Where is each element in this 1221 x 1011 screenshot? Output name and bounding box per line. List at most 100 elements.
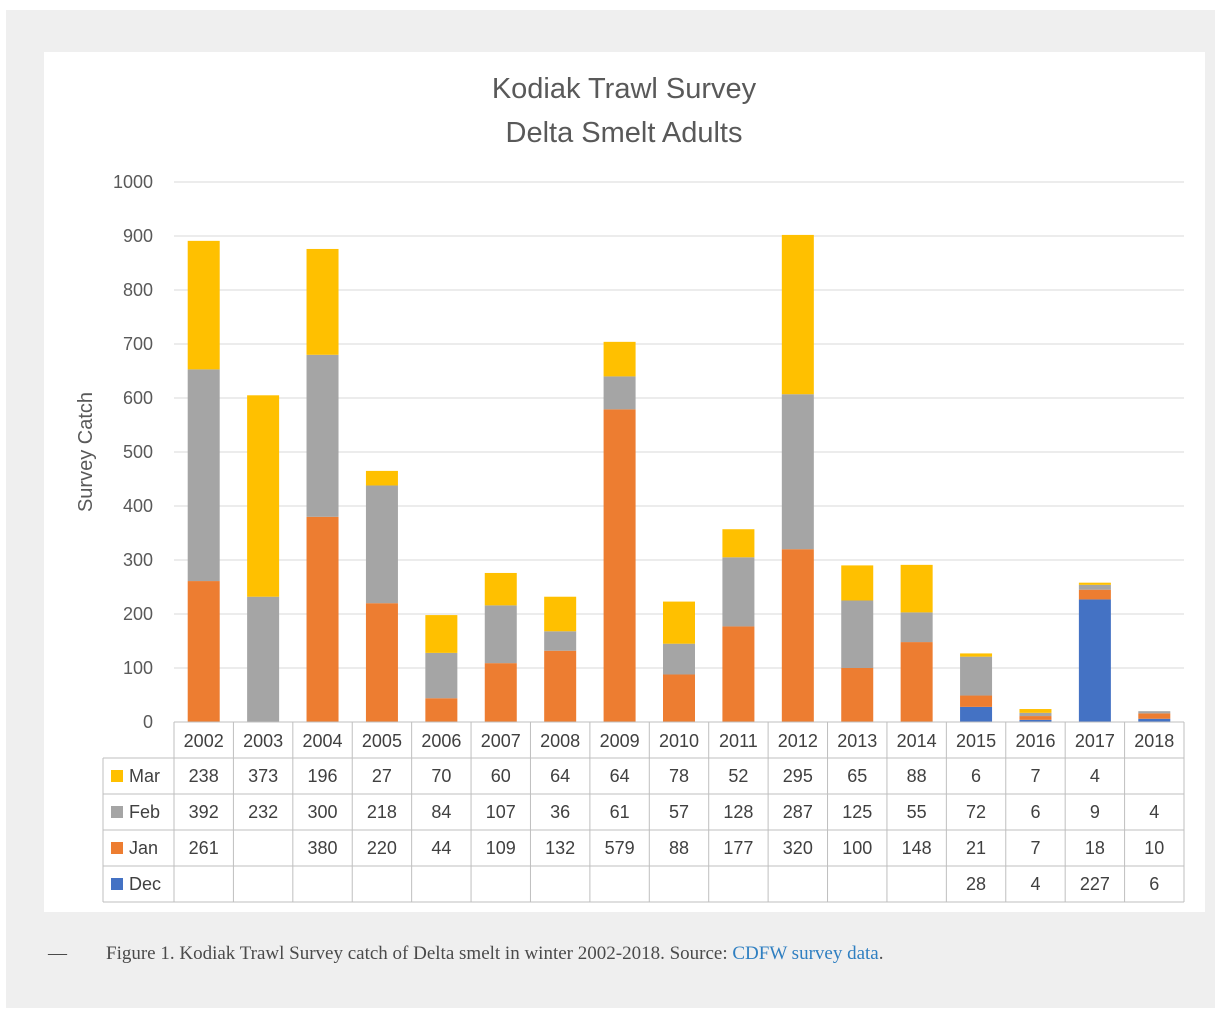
- bar-jan-2014: [900, 642, 933, 722]
- data-label-feb-2008: 36: [550, 802, 570, 822]
- data-label-jan-2018: 10: [1144, 838, 1164, 858]
- data-label-jan-2013: 100: [842, 838, 872, 858]
- bar-jan-2008: [544, 650, 577, 722]
- bar-mar-2012: [781, 234, 814, 395]
- bar-feb-2009: [603, 376, 636, 410]
- bar-mar-2008: [544, 596, 577, 632]
- data-label-jan-2005: 220: [367, 838, 397, 858]
- bar-jan-2015: [960, 695, 993, 707]
- data-label-feb-2015: 72: [966, 802, 986, 822]
- y-tick-label-500: 500: [123, 442, 153, 462]
- bar-jan-2002: [187, 581, 220, 722]
- bar-jan-2011: [722, 626, 755, 722]
- data-label-mar-2012: 295: [783, 766, 813, 786]
- bar-mar-2011: [722, 529, 755, 558]
- bar-dec-2016: [1019, 719, 1052, 722]
- legend-key-mar: [111, 770, 123, 782]
- data-label-jan-2015: 21: [966, 838, 986, 858]
- data-label-feb-2013: 125: [842, 802, 872, 822]
- stacked-bar-chart: Kodiak Trawl Survey Delta Smelt Adults Sur…: [75, 73, 1185, 903]
- bar-mar-2009: [603, 341, 636, 377]
- data-label-feb-2005: 218: [367, 802, 397, 822]
- data-label-feb-2016: 6: [1030, 802, 1040, 822]
- y-tick-label-400: 400: [123, 496, 153, 516]
- y-tick-label-200: 200: [123, 604, 153, 624]
- caption-text: Figure 1. Kodiak Trawl Survey catch of D…: [106, 943, 733, 964]
- bar-jan-2013: [841, 668, 874, 722]
- x-tick-label-2014: 2014: [897, 731, 937, 751]
- bar-mar-2015: [960, 653, 993, 657]
- bar-mar-2002: [187, 240, 220, 370]
- data-label-jan-2007: 109: [486, 838, 516, 858]
- caption-source-link[interactable]: CDFW survey data: [732, 943, 879, 964]
- data-label-feb-2014: 55: [907, 802, 927, 822]
- data-label-mar-2011: 52: [728, 766, 748, 786]
- data-label-feb-2010: 57: [669, 802, 689, 822]
- x-tick-label-2012: 2012: [778, 731, 818, 751]
- data-label-mar-2005: 27: [372, 766, 392, 786]
- data-label-mar-2017: 4: [1090, 766, 1100, 786]
- data-label-jan-2008: 132: [545, 838, 575, 858]
- bar-feb-2010: [663, 643, 695, 675]
- y-tick-label-800: 800: [123, 280, 153, 300]
- x-tick-label-2004: 2004: [303, 731, 343, 751]
- y-axis-label: Survey Catch: [75, 392, 97, 512]
- x-tick-label-2006: 2006: [421, 731, 461, 751]
- data-label-jan-2006: 44: [431, 838, 451, 858]
- chart-title-line-1: Kodiak Trawl Survey: [492, 73, 757, 105]
- bar-mar-2003: [247, 395, 280, 597]
- x-tick-label-2015: 2015: [956, 731, 996, 751]
- bar-jan-2012: [781, 549, 814, 722]
- data-label-dec-2015: 28: [966, 874, 986, 894]
- bar-mar-2007: [484, 572, 517, 606]
- data-label-jan-2017: 18: [1085, 838, 1105, 858]
- bar-feb-2002: [187, 369, 220, 582]
- data-label-feb-2003: 232: [248, 802, 278, 822]
- bar-jan-2010: [663, 674, 695, 722]
- data-label-feb-2007: 107: [486, 802, 516, 822]
- bar-feb-2007: [484, 605, 517, 664]
- data-label-jan-2004: 380: [308, 838, 338, 858]
- data-label-mar-2007: 60: [491, 766, 511, 786]
- bar-mar-2016: [1019, 709, 1052, 713]
- legend-label-mar: Mar: [129, 766, 160, 786]
- bar-dec-2015: [960, 706, 993, 722]
- data-label-feb-2018: 4: [1149, 802, 1159, 822]
- caption-end: .: [878, 943, 884, 964]
- x-tick-label-2003: 2003: [243, 731, 283, 751]
- data-label-feb-2004: 300: [308, 802, 338, 822]
- x-tick-label-2002: 2002: [184, 731, 224, 751]
- x-tick-label-2005: 2005: [362, 731, 402, 751]
- bar-feb-2013: [841, 600, 874, 668]
- data-label-feb-2002: 392: [189, 802, 219, 822]
- bar-jan-2018: [1138, 713, 1171, 719]
- data-label-mar-2016: 7: [1030, 766, 1040, 786]
- data-label-mar-2006: 70: [431, 766, 451, 786]
- bar-feb-2005: [365, 485, 398, 604]
- data-label-mar-2013: 65: [847, 766, 867, 786]
- figure-frame: Kodiak Trawl Survey Delta Smelt Adults Sur…: [6, 10, 1215, 1008]
- y-tick-label-0: 0: [143, 712, 153, 732]
- data-label-jan-2012: 320: [783, 838, 813, 858]
- data-label-feb-2006: 84: [431, 802, 451, 822]
- bar-feb-2006: [425, 652, 458, 699]
- data-label-feb-2012: 287: [783, 802, 813, 822]
- y-tick-label-300: 300: [123, 550, 153, 570]
- bar-feb-2018: [1138, 711, 1171, 714]
- bar-feb-2016: [1019, 712, 1052, 717]
- bar-jan-2004: [306, 516, 339, 722]
- bar-jan-2005: [365, 603, 398, 722]
- bar-jan-2009: [603, 409, 636, 722]
- bar-feb-2003: [247, 596, 280, 722]
- x-tick-label-2013: 2013: [837, 731, 877, 751]
- legend-key-dec: [111, 878, 123, 890]
- bar-mar-2013: [841, 565, 874, 601]
- bar-feb-2004: [306, 354, 339, 517]
- bar-mar-2010: [663, 601, 695, 644]
- legend-label-feb: Feb: [129, 802, 160, 822]
- bar-jan-2006: [425, 698, 458, 722]
- data-label-dec-2016: 4: [1030, 874, 1040, 894]
- data-label-jan-2002: 261: [189, 838, 219, 858]
- data-label-mar-2002: 238: [189, 766, 219, 786]
- data-label-mar-2003: 373: [248, 766, 278, 786]
